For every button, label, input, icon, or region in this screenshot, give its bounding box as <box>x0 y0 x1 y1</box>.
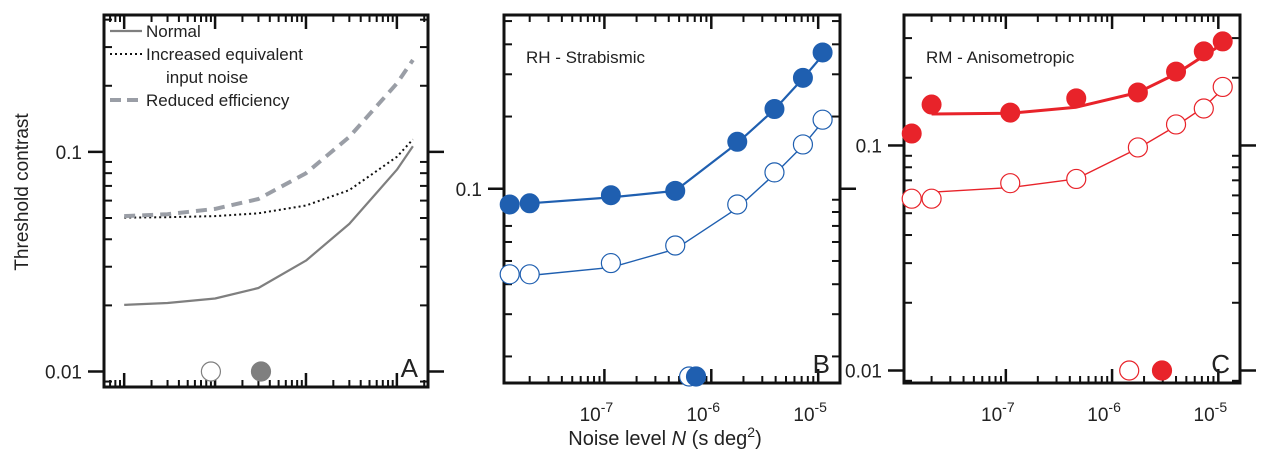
data-point-open <box>600 252 621 274</box>
y-axis-label: Threshold contrast <box>12 113 33 271</box>
panels-group: 0.01 0.1 A Normal Increased equivalent input … <box>45 13 1256 426</box>
legend-label: Normal <box>146 22 201 41</box>
data-point-open <box>727 194 748 215</box>
panel-title: RM - Anisometropic <box>926 48 1075 67</box>
data-point-filled <box>1127 82 1148 103</box>
data-point-filled <box>812 42 833 63</box>
x-axis-label-exp: 2 <box>747 424 755 440</box>
data-point-filled <box>600 185 621 206</box>
data-point-filled <box>1000 102 1021 123</box>
y-tick-label: 0.01 <box>45 362 82 383</box>
plot-frame <box>102 13 430 389</box>
data-point-filled <box>1066 88 1087 109</box>
data-point-open <box>764 162 785 183</box>
x-axis-label: Noise level N (s deg2) <box>568 424 761 450</box>
y-tick-label: 0.1 <box>456 180 482 201</box>
data-point-filled <box>1166 61 1187 82</box>
reference-marker-filled <box>1151 360 1173 381</box>
plot-frame <box>902 13 1242 385</box>
data-point-open <box>499 264 520 285</box>
x-tick-label: 10-5 <box>793 399 827 426</box>
data-point-filled <box>1212 31 1233 52</box>
reference-marker-open <box>1119 360 1140 381</box>
series-line <box>124 58 415 219</box>
data-point-filled <box>921 94 942 115</box>
x-axis-label-prefix: Noise level <box>568 428 671 450</box>
data-point-open <box>665 235 686 256</box>
panel-a: 0.01 0.1 A Normal Increased equivalent input … <box>45 13 444 389</box>
reference-marker-open <box>200 361 222 382</box>
data-point-open <box>1165 114 1187 135</box>
x-tick-label: 10-7 <box>580 399 614 426</box>
panel-b: 0.1 10-7 10-6 10-5 RH - Strabismic B <box>456 13 856 426</box>
reference-marker-filled <box>250 361 272 382</box>
data-point-filled <box>764 99 785 120</box>
data-point-open <box>1127 137 1148 158</box>
data-point-open <box>812 109 833 130</box>
series-line <box>124 145 414 306</box>
data-point-filled <box>519 193 540 214</box>
legend-label: Reduced efficiency <box>146 91 290 110</box>
legend: Normal Increased equivalent input noise Red… <box>110 22 303 110</box>
reference-marker-filled <box>685 366 707 387</box>
panel-label: C <box>1211 349 1230 379</box>
x-axis-label-close: ) <box>755 428 762 450</box>
data-point-filled <box>727 131 748 152</box>
data-point-open <box>1000 173 1021 194</box>
data-point-filled <box>792 67 813 88</box>
x-tick-label: 10-6 <box>686 399 720 426</box>
legend-label: Increased equivalent <box>146 45 303 64</box>
x-axis-label-var: N <box>672 428 687 450</box>
x-tick-label: 10-6 <box>1087 399 1121 426</box>
panel-label: B <box>813 349 830 379</box>
data-point-filled <box>1193 41 1214 62</box>
x-tick-label: 10-7 <box>981 399 1015 426</box>
panel-c: 0.01 0.1 10-7 10-6 10-5 RM - Anisometropic C <box>845 13 1256 426</box>
x-axis-label-unit: (s deg <box>686 428 747 450</box>
data-point-open <box>519 264 540 285</box>
panel-label: A <box>401 353 419 383</box>
y-tick-label: 0.1 <box>56 143 82 164</box>
series-line <box>124 138 414 219</box>
data-point-open <box>921 188 942 209</box>
y-tick-label: 0.01 <box>845 362 882 383</box>
data-point-open <box>1212 76 1233 98</box>
data-point-filled <box>901 123 922 144</box>
y-tick-label: 0.1 <box>856 136 882 157</box>
data-point-filled <box>499 194 520 215</box>
data-point-open <box>792 134 814 155</box>
panel-title: RH - Strabismic <box>526 48 646 67</box>
data-point-open <box>1066 168 1087 190</box>
legend-label: input noise <box>166 68 248 87</box>
data-point-open <box>901 188 922 209</box>
x-tick-label: 10-5 <box>1194 399 1228 426</box>
data-point-filled <box>665 180 686 201</box>
data-point-open <box>1193 98 1214 119</box>
